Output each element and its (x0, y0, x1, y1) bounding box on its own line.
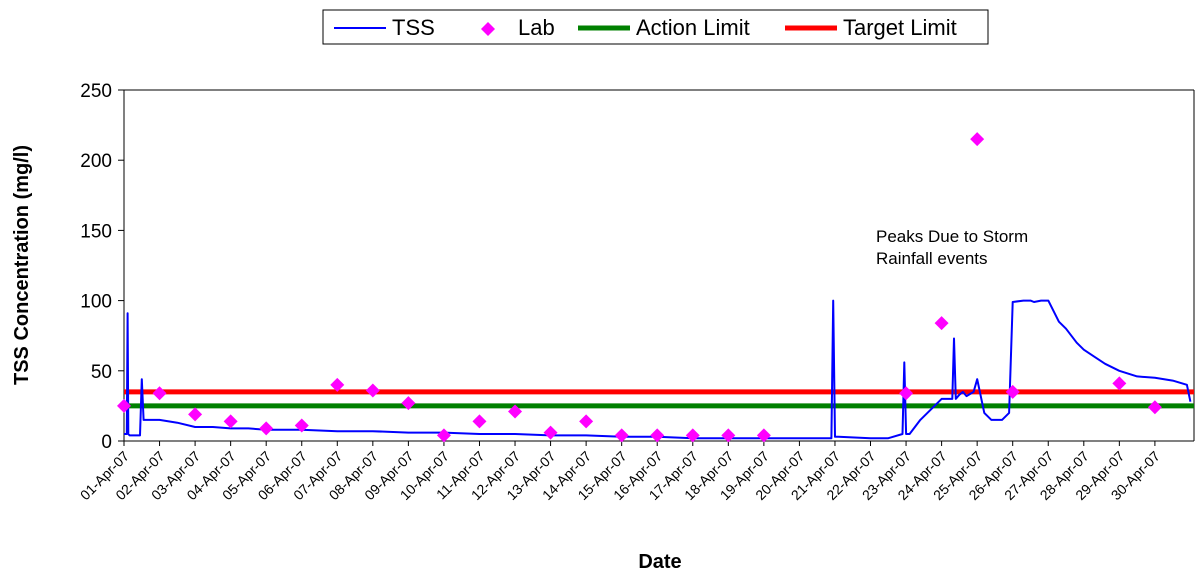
lab-point (365, 383, 380, 398)
y-tick-label: 150 (80, 221, 112, 242)
legend-box (322, 9, 989, 45)
lab-point (1005, 384, 1020, 399)
lab-point (756, 428, 771, 443)
lab-point (330, 377, 345, 392)
lab-point (436, 428, 451, 443)
annotation-line-2: Rainfall events (876, 249, 988, 268)
legend-action-label: Action Limit (636, 15, 750, 40)
lab-point (294, 418, 309, 433)
lab-point (472, 414, 487, 429)
y-tick-label: 250 (80, 81, 112, 102)
lab-point (259, 421, 274, 436)
lab-point (152, 386, 167, 401)
y-ticks: 0 50 100 150 200 250 (80, 81, 124, 453)
lab-point (188, 407, 203, 422)
lab-point (401, 396, 416, 411)
lab-point (934, 316, 949, 331)
lab-point (650, 428, 665, 443)
plot-area: 0 50 100 150 200 250 01-Apr-0702-Apr-0703-Apr… (77, 81, 1195, 503)
lab-point (970, 132, 985, 147)
lab-point (899, 386, 914, 401)
lab-point (579, 414, 594, 429)
x-axis-title: Date (638, 551, 681, 573)
series-layer (117, 132, 1194, 443)
lab-point (685, 428, 700, 443)
lab-point (1147, 400, 1162, 415)
legend-tss-label: TSS (392, 15, 435, 40)
legend-lab-swatch (481, 22, 495, 36)
x-ticks: 01-Apr-0702-Apr-0703-Apr-0704-Apr-0705-A… (77, 441, 1163, 503)
lab-point (508, 404, 523, 419)
legend-lab-label: Lab (518, 15, 555, 40)
annotation-line-1: Peaks Due to Storm (876, 227, 1028, 246)
lab-point (721, 428, 736, 443)
lab-point (1112, 376, 1127, 391)
series-tss-line (124, 299, 1192, 440)
y-axis-title: TSS Concentration (mg/l) (11, 145, 33, 385)
legend: TSS Lab Action Limit Target Limit (322, 9, 989, 45)
lab-point (614, 428, 629, 443)
y-tick-label: 50 (91, 362, 112, 383)
y-tick-label: 0 (101, 432, 112, 453)
y-tick-label: 100 (80, 292, 112, 313)
lab-point (117, 398, 131, 413)
legend-target-label: Target Limit (843, 15, 957, 40)
y-tick-label: 200 (80, 151, 112, 172)
lab-point (223, 414, 238, 429)
lab-point (543, 425, 558, 440)
